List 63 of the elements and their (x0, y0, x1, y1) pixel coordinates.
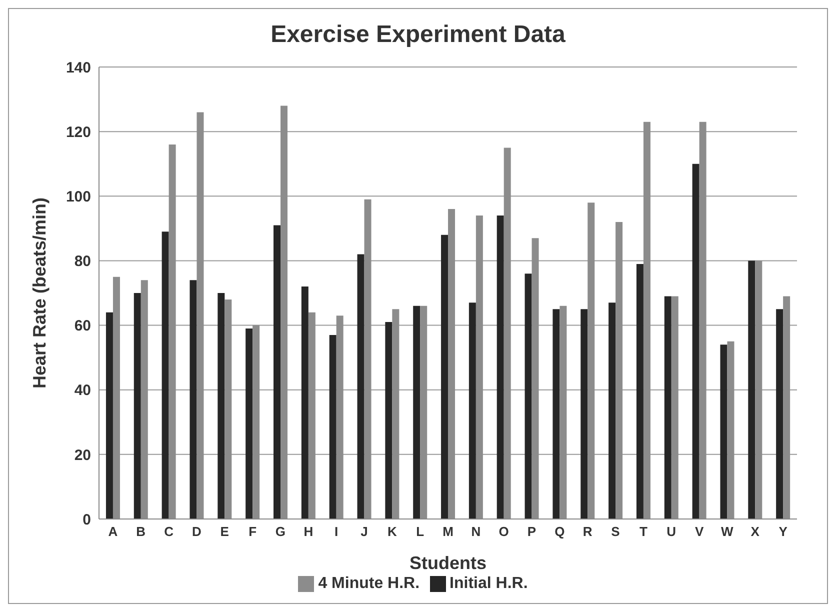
x-tick-label: X (750, 524, 760, 540)
bar (468, 302, 476, 519)
bar (692, 164, 700, 519)
bar (580, 309, 588, 519)
bar (413, 306, 420, 519)
x-tick-label: P (527, 524, 536, 540)
y-axis-title: Heart Rate (beats/min) (29, 197, 50, 389)
x-tick-label: Q (554, 524, 565, 540)
x-tick-label: M (442, 524, 454, 540)
legend-label: 4 Minute H.R. (318, 575, 420, 592)
y-tick-label: 0 (82, 511, 91, 528)
x-tick-label: L (416, 524, 424, 540)
x-tick-label: F (248, 524, 257, 540)
bar (636, 264, 644, 519)
bar (552, 309, 560, 519)
x-tick-label: G (275, 524, 286, 540)
y-tick-label: 80 (74, 253, 91, 270)
bar (329, 334, 336, 519)
x-tick-label: T (639, 524, 648, 540)
bar (664, 296, 672, 519)
bar (357, 254, 364, 519)
y-tick-label: 100 (66, 188, 91, 206)
y-tick-label: 140 (66, 59, 91, 76)
bar (720, 344, 728, 519)
x-axis-title: Students (409, 553, 487, 573)
x-tick-label: W (721, 524, 734, 540)
x-tick-label: J (360, 524, 368, 540)
bar (496, 216, 504, 519)
x-tick-label: V (694, 524, 704, 540)
x-tick-label: B (136, 524, 146, 540)
bar (218, 293, 225, 519)
x-tick-label: K (387, 524, 398, 540)
bar (274, 225, 280, 519)
legend-label: Initial H.R. (450, 575, 528, 592)
x-tick-label: Y (778, 524, 788, 540)
y-tick-label: 60 (74, 318, 91, 335)
x-tick-label: E (220, 524, 230, 540)
y-tick-label: 120 (66, 124, 91, 141)
bar (162, 232, 169, 519)
bar (748, 260, 756, 519)
x-tick-label: D (192, 524, 202, 540)
bar (441, 234, 448, 519)
bar (301, 286, 308, 519)
x-tick-label: O (498, 524, 509, 540)
bar (134, 293, 141, 519)
chart-title: Exercise Experiment Data (270, 20, 566, 50)
x-tick-label: R (582, 524, 593, 540)
bar (776, 309, 784, 519)
x-tick-label: H (304, 524, 314, 540)
bar (190, 280, 197, 519)
bar (524, 274, 532, 519)
x-tick-label: U (666, 524, 676, 540)
x-tick-label: S (611, 524, 620, 540)
x-tick-label: N (471, 524, 481, 540)
bar (106, 312, 113, 519)
y-tick-label: 20 (74, 446, 91, 464)
bar (246, 328, 253, 519)
x-tick-label: I (334, 524, 338, 540)
bar (385, 322, 392, 519)
bar (608, 302, 616, 519)
x-tick-label: A (108, 524, 118, 540)
y-tick-label: 40 (74, 382, 91, 400)
x-tick-label: C (164, 524, 174, 540)
